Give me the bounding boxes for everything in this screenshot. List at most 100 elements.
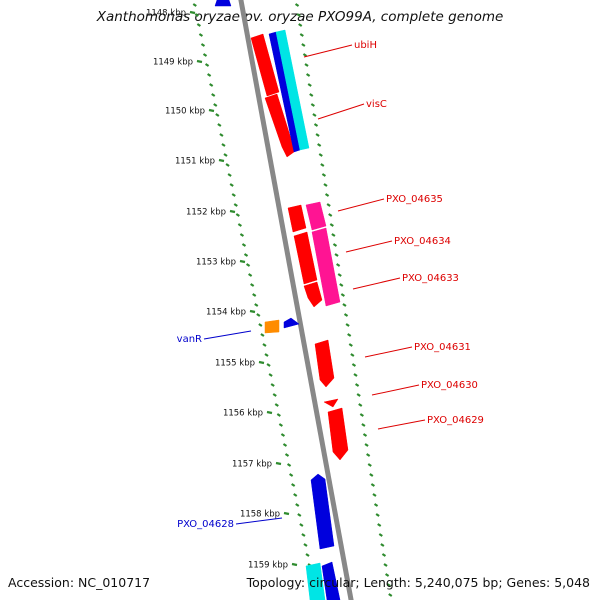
gene-label-forward: PXO_04633 bbox=[402, 273, 459, 284]
ruler-tick-label: 1156 kbp bbox=[223, 409, 263, 419]
ruler-tick bbox=[303, 543, 308, 547]
ruler-tick bbox=[231, 193, 236, 197]
ruler-tick bbox=[359, 413, 364, 417]
ruler-tick bbox=[248, 273, 253, 277]
ruler-tick bbox=[321, 173, 327, 177]
ruler-major-tick bbox=[258, 360, 265, 365]
gene-label-forward: PXO_04634 bbox=[394, 236, 451, 247]
ruler-tick bbox=[345, 323, 350, 327]
ruler-tick bbox=[329, 223, 334, 227]
ruler-tick bbox=[301, 43, 306, 47]
ruler-tick bbox=[250, 283, 255, 287]
ruler-tick bbox=[233, 203, 238, 207]
ruler-tick bbox=[270, 383, 275, 387]
ruler-major-tick bbox=[189, 10, 196, 15]
ruler-tick bbox=[361, 423, 366, 427]
ruler-tick bbox=[307, 83, 312, 87]
ruler-tick bbox=[306, 73, 311, 77]
ruler-tick bbox=[266, 363, 271, 367]
ruler-tick bbox=[260, 333, 265, 337]
ruler-major-tick bbox=[239, 259, 246, 264]
ruler-tick-label: 1155 kbp bbox=[215, 359, 255, 369]
ruler-tick bbox=[358, 403, 363, 407]
gene-forward-arrow bbox=[303, 281, 323, 308]
ruler-tick-label: 1154 kbp bbox=[206, 308, 246, 318]
ruler-tick bbox=[221, 143, 226, 147]
ruler-tick bbox=[227, 173, 232, 177]
ruler-tick bbox=[225, 163, 230, 167]
ruler-tick bbox=[301, 533, 306, 537]
ruler-tick bbox=[294, 3, 300, 7]
gene-label-forward: PXO_04629 bbox=[427, 415, 484, 426]
ruler-tick bbox=[239, 233, 245, 237]
leader-line bbox=[317, 103, 365, 120]
ruler-tick bbox=[318, 153, 323, 157]
ruler-tick bbox=[213, 103, 218, 107]
ruler-tick bbox=[386, 583, 391, 587]
leader-line bbox=[371, 384, 420, 396]
ruler-tick bbox=[207, 73, 212, 77]
gene-label-forward: PXO_04635 bbox=[386, 194, 443, 205]
ruler-tick bbox=[194, 13, 199, 17]
ruler-tick bbox=[343, 313, 349, 317]
gene-reverse-arrow bbox=[214, 0, 232, 7]
ruler-tick-label: 1158 kbp bbox=[240, 510, 280, 520]
ruler-tick bbox=[328, 213, 333, 217]
ruler-tick bbox=[362, 433, 368, 437]
ruler-tick bbox=[198, 33, 204, 37]
ruler-tick bbox=[388, 593, 393, 597]
ruler-tick bbox=[373, 503, 379, 507]
ruler-tick bbox=[339, 283, 344, 287]
leader-line bbox=[203, 330, 252, 340]
ruler-tick bbox=[282, 443, 288, 447]
ruler-ticks-left bbox=[192, 3, 318, 597]
ruler-tick bbox=[219, 133, 224, 137]
ruler-tick-label: 1151 kbp bbox=[175, 157, 215, 167]
ruler-tick bbox=[202, 53, 208, 57]
ruler-tick bbox=[241, 243, 247, 247]
ruler-tick-label: 1149 kbp bbox=[153, 58, 193, 68]
ruler-tick bbox=[367, 463, 372, 467]
ruler-tick bbox=[204, 63, 210, 67]
ruler-tick bbox=[299, 33, 304, 37]
ruler-tick bbox=[215, 113, 220, 117]
ruler-tick bbox=[268, 373, 273, 377]
gene-reverse-arrow bbox=[310, 473, 335, 550]
ruler-tick bbox=[293, 493, 298, 497]
ruler-tick bbox=[385, 573, 390, 577]
ruler-tick bbox=[370, 483, 376, 487]
ruler-tick bbox=[342, 303, 347, 307]
ruler-tick bbox=[315, 133, 320, 137]
ruler-tick bbox=[334, 253, 339, 257]
gene-features bbox=[214, 0, 349, 600]
ruler-tick bbox=[369, 473, 374, 477]
gene-magenta-arrow bbox=[305, 201, 327, 231]
ruler-tick bbox=[305, 553, 310, 557]
ruler-tick bbox=[353, 373, 358, 377]
ruler-tick bbox=[313, 123, 319, 127]
ruler-tick bbox=[276, 413, 281, 417]
ruler-tick bbox=[317, 143, 322, 147]
ruler-ticks-right bbox=[294, 3, 393, 597]
ruler-tick bbox=[302, 53, 308, 57]
ruler-tick bbox=[200, 43, 206, 47]
ruler-tick bbox=[252, 293, 257, 297]
ruler-tick bbox=[356, 393, 361, 397]
accession-text: Accession: NC_010717 bbox=[8, 575, 151, 590]
gene-cyan-arrow bbox=[305, 562, 326, 600]
ruler-labels: 1148 kbp 1149 kbp 1150 kbp 1151 kbp 1152 kbp… bbox=[146, 9, 298, 571]
ruler-tick bbox=[284, 453, 290, 457]
gene-orange-arrow bbox=[264, 319, 280, 334]
ruler-tick bbox=[304, 63, 309, 67]
ruler-tick bbox=[297, 513, 302, 517]
ruler-tick bbox=[209, 83, 214, 87]
leader-line bbox=[337, 198, 385, 212]
leader-line bbox=[352, 277, 401, 290]
leader-line bbox=[377, 419, 426, 430]
ruler-tick bbox=[375, 513, 380, 517]
ruler-tick bbox=[381, 553, 387, 557]
ruler-tick bbox=[310, 103, 315, 107]
gene-cyan-arrow bbox=[275, 29, 310, 151]
gene-label-leaders bbox=[203, 44, 426, 525]
gene-label-reverse: PXO_04628 bbox=[177, 519, 234, 530]
